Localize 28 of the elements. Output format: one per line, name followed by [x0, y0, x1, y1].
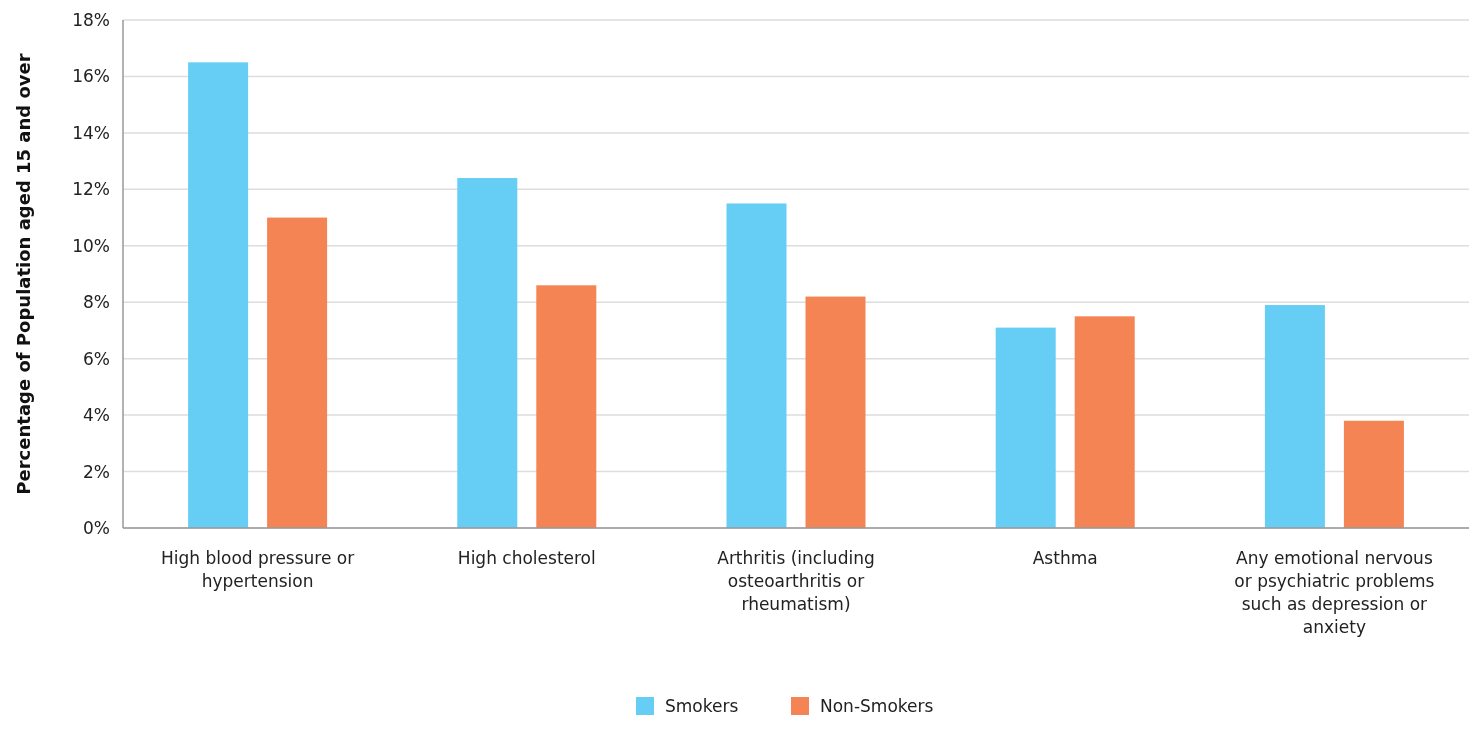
x-tick-label: Any emotional nervous or psychiatric problems such as depression or anxiety: [1234, 548, 1435, 637]
bar: [536, 285, 597, 528]
legend-label: Non-Smokers: [820, 695, 934, 716]
y-tick-label: 18%: [72, 9, 110, 30]
bar: [1074, 316, 1135, 528]
y-tick-label: 4%: [83, 405, 110, 426]
bar: [1343, 420, 1404, 528]
x-tick-label: High blood pressure or hypertension: [160, 548, 355, 591]
legend-label: Smokers: [665, 695, 739, 716]
x-tick-label: High cholesterol: [457, 548, 596, 568]
y-tick-label: 8%: [83, 292, 110, 313]
x-tick-label: Asthma: [1032, 548, 1098, 568]
x-tick-label: Arthritis (including osteoarthritis or rheumatism): [717, 548, 875, 614]
y-tick-label: 6%: [83, 348, 110, 369]
bar: [995, 327, 1056, 528]
bar: [805, 296, 866, 528]
y-tick-label: 0%: [83, 517, 110, 538]
bar: [457, 178, 518, 528]
y-axis-title: Percentage of Population aged 15 and over: [13, 53, 34, 495]
y-tick-label: 12%: [72, 179, 110, 200]
bar: [726, 203, 787, 528]
bar: [1264, 305, 1325, 528]
y-tick-label: 2%: [83, 461, 110, 482]
y-tick-label: 16%: [72, 66, 110, 87]
bar: [267, 217, 328, 528]
y-tick-label: 10%: [72, 235, 110, 256]
y-tick-label: 14%: [72, 122, 110, 143]
bar: [188, 62, 249, 528]
